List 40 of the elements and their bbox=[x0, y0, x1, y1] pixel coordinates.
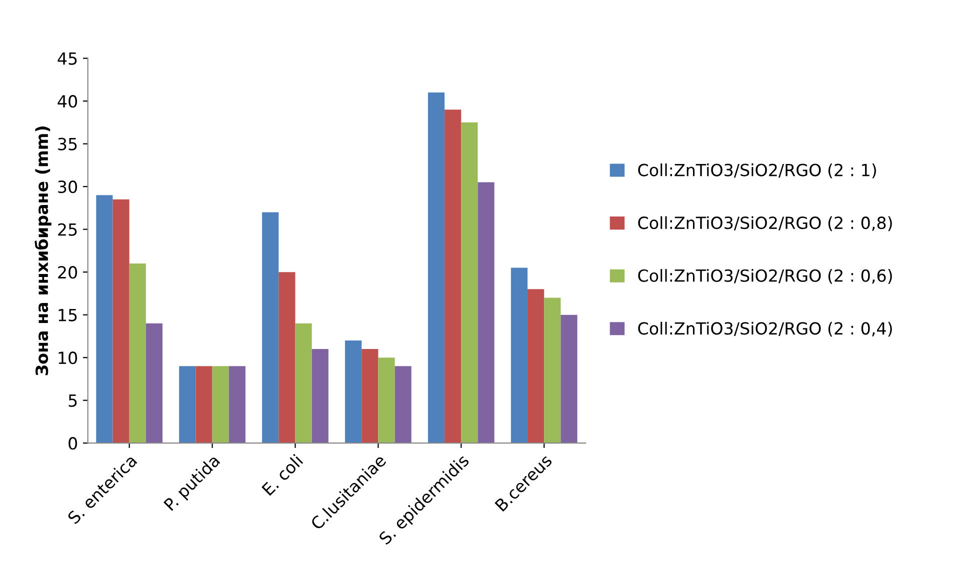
bar bbox=[262, 212, 279, 444]
bar bbox=[428, 92, 445, 444]
bar bbox=[510, 268, 528, 444]
bar bbox=[544, 298, 561, 444]
y-tick-label: 30 bbox=[58, 180, 78, 194]
bar bbox=[312, 349, 328, 444]
bar bbox=[196, 366, 212, 444]
bar bbox=[378, 358, 395, 444]
bar bbox=[362, 349, 378, 444]
bar bbox=[345, 340, 362, 444]
y-tick-label: 25 bbox=[58, 223, 77, 236]
bar bbox=[212, 366, 229, 444]
bar bbox=[146, 323, 163, 444]
bar bbox=[295, 323, 312, 444]
bar bbox=[278, 272, 296, 444]
y-tick-label: 35 bbox=[58, 138, 77, 150]
y-tick-label: 15 bbox=[58, 309, 77, 322]
bar bbox=[179, 366, 196, 444]
legend-label: Coll:ZnTiO3/SiO2/RGO (2 : 1) bbox=[638, 163, 876, 178]
bar bbox=[228, 366, 246, 444]
bar bbox=[96, 195, 113, 444]
y-tick-label: 10 bbox=[58, 352, 78, 364]
y-tick-label: 0 bbox=[68, 437, 78, 450]
bar bbox=[478, 182, 494, 444]
y-tick-label: 20 bbox=[58, 266, 78, 279]
bar bbox=[528, 289, 544, 444]
y-axis-title: Зона на инхибиране (mm) bbox=[34, 126, 52, 376]
legend-label: Coll:ZnTiO3/SiO2/RGO (2 : 0,4) bbox=[638, 322, 892, 337]
bar bbox=[560, 314, 578, 444]
legend-label: Coll:ZnTiO3/SiO2/RGO (2 : 0,8) bbox=[638, 216, 892, 232]
y-tick-label: 5 bbox=[68, 394, 77, 407]
y-tick-label: 40 bbox=[58, 95, 78, 108]
bar bbox=[461, 122, 478, 444]
bar bbox=[444, 110, 462, 444]
bar bbox=[129, 264, 146, 444]
bar bbox=[394, 366, 412, 444]
bar bbox=[112, 199, 130, 444]
legend-label: Coll:ZnTiO3/SiO2/RGO (2 : 0,6) bbox=[638, 269, 892, 284]
x-tick-label: E. coli bbox=[261, 454, 304, 496]
y-tick-label: 45 bbox=[58, 52, 77, 65]
